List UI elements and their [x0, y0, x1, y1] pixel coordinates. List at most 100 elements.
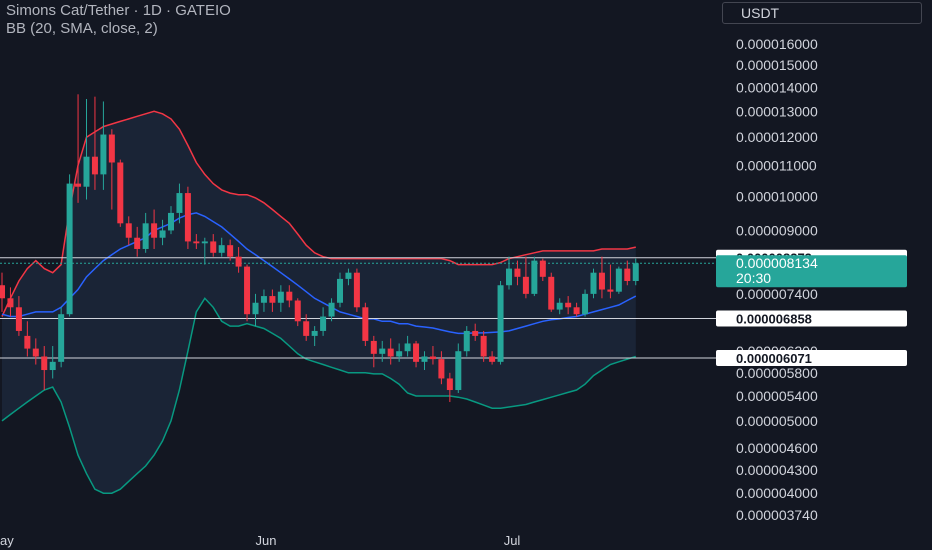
candle-body: [565, 302, 572, 308]
bullish-candle: [66, 174, 73, 317]
bullish-candle: [404, 335, 411, 357]
bearish-candle: [522, 256, 529, 299]
candle-body: [598, 272, 605, 290]
candle-body: [345, 272, 352, 279]
indicator-label[interactable]: BB (20, SMA, close, 2): [6, 20, 158, 37]
bullish-candle: [100, 101, 107, 190]
bearish-candle: [438, 351, 445, 385]
bullish-candle: [218, 237, 225, 257]
candle-body: [7, 298, 14, 308]
bullish-candle: [159, 219, 166, 246]
bearish-candle: [539, 258, 546, 281]
candle-body: [506, 268, 512, 286]
price-axis-label: 0.000005800: [736, 365, 818, 381]
price-axis-label: 0.000007400: [736, 286, 818, 302]
bearish-candle: [117, 159, 124, 227]
bullish-candle: [455, 343, 462, 393]
candle-body: [235, 256, 242, 267]
symbol-title[interactable]: Simons Cat/Tether · 1D · GATEIO: [6, 2, 231, 19]
bearish-candle: [489, 351, 496, 365]
bullish-candle: [168, 206, 174, 235]
candle-body: [404, 343, 411, 352]
candle-body: [303, 321, 310, 336]
price-tag: 0.000006071: [716, 350, 907, 367]
bearish-candle: [151, 209, 158, 249]
candle-body: [489, 356, 496, 362]
bullish-candle: [531, 256, 538, 297]
bullish-candle: [615, 266, 622, 294]
bullish-candle: [176, 183, 183, 224]
bearish-candle: [598, 256, 605, 299]
candle-body: [607, 289, 614, 292]
bearish-candle: [413, 340, 420, 368]
bearish-candle: [472, 323, 479, 341]
bearish-candle: [41, 346, 48, 391]
bearish-candle: [108, 129, 115, 210]
candle-body: [320, 316, 327, 331]
bearish-candle: [573, 302, 580, 317]
bearish-candle: [294, 298, 301, 327]
bearish-candle: [370, 335, 377, 368]
bearish-candle: [75, 94, 82, 203]
candle-body: [522, 276, 529, 294]
bearish-candle: [184, 186, 191, 249]
candle-body: [0, 285, 5, 299]
price-axis-label: 0.000005000: [736, 413, 818, 429]
candle-body: [446, 378, 453, 391]
candle-body: [472, 330, 479, 336]
candle-body: [218, 245, 225, 253]
last-price-value: 0.000008134: [736, 255, 818, 271]
bearish-candle: [429, 346, 436, 365]
bb-lower-line: [1, 297, 637, 494]
time-axis-label: ay: [0, 533, 14, 548]
candle-body: [83, 156, 90, 187]
price-axis-label: 0.000011000: [736, 157, 817, 173]
price-axis-label: 0.000003740: [736, 507, 818, 523]
currency-button[interactable]: USDT: [722, 2, 922, 24]
candle-body: [100, 134, 107, 175]
bearish-candle: [269, 289, 276, 312]
candle-body: [311, 330, 318, 336]
chart-legend: Simons Cat/Tether · 1D · GATEIO BB (20, …: [6, 2, 231, 38]
candle-body: [168, 212, 174, 231]
bullish-candle: [582, 289, 589, 317]
candle-body: [108, 134, 115, 163]
bullish-candle: [497, 280, 504, 365]
candle-body: [556, 302, 563, 310]
bearish-candle: [24, 321, 31, 357]
bullish-candle: [49, 346, 56, 379]
candle-body: [548, 276, 555, 310]
price-axis-label: 0.000004300: [736, 462, 818, 478]
candle-body: [75, 183, 82, 187]
price-axis-label: 0.000010000: [736, 188, 818, 204]
candle-body: [184, 193, 191, 242]
candle-body: [269, 296, 276, 303]
bullish-candle: [311, 326, 318, 347]
candle-body: [227, 245, 234, 257]
bearish-candle: [514, 260, 521, 286]
candle-body: [615, 268, 622, 292]
bearish-candle: [286, 285, 293, 308]
bearish-candle: [91, 96, 98, 190]
bearish-candle: [125, 216, 132, 246]
bullish-candle: [337, 272, 343, 308]
candle-body: [539, 260, 546, 277]
candle-body: [41, 356, 48, 371]
bearish-candle: [303, 314, 310, 341]
bearish-candle: [624, 260, 631, 286]
bullish-candle: [260, 289, 267, 312]
price-axis-label: 0.000009000: [736, 222, 818, 238]
bullish-candle: [277, 285, 284, 312]
bearish-candle: [244, 264, 251, 322]
candle-body: [337, 278, 343, 303]
bullish-candle: [463, 326, 470, 357]
time-axis-label: Jun: [256, 533, 277, 548]
candle-body: [277, 291, 284, 303]
price-tag-box: [716, 350, 907, 367]
bullish-candle: [396, 343, 403, 362]
price-axis-label: 0.000013000: [736, 103, 818, 119]
bullish-candle: [632, 258, 639, 286]
last-price-tag-box: [716, 255, 907, 288]
